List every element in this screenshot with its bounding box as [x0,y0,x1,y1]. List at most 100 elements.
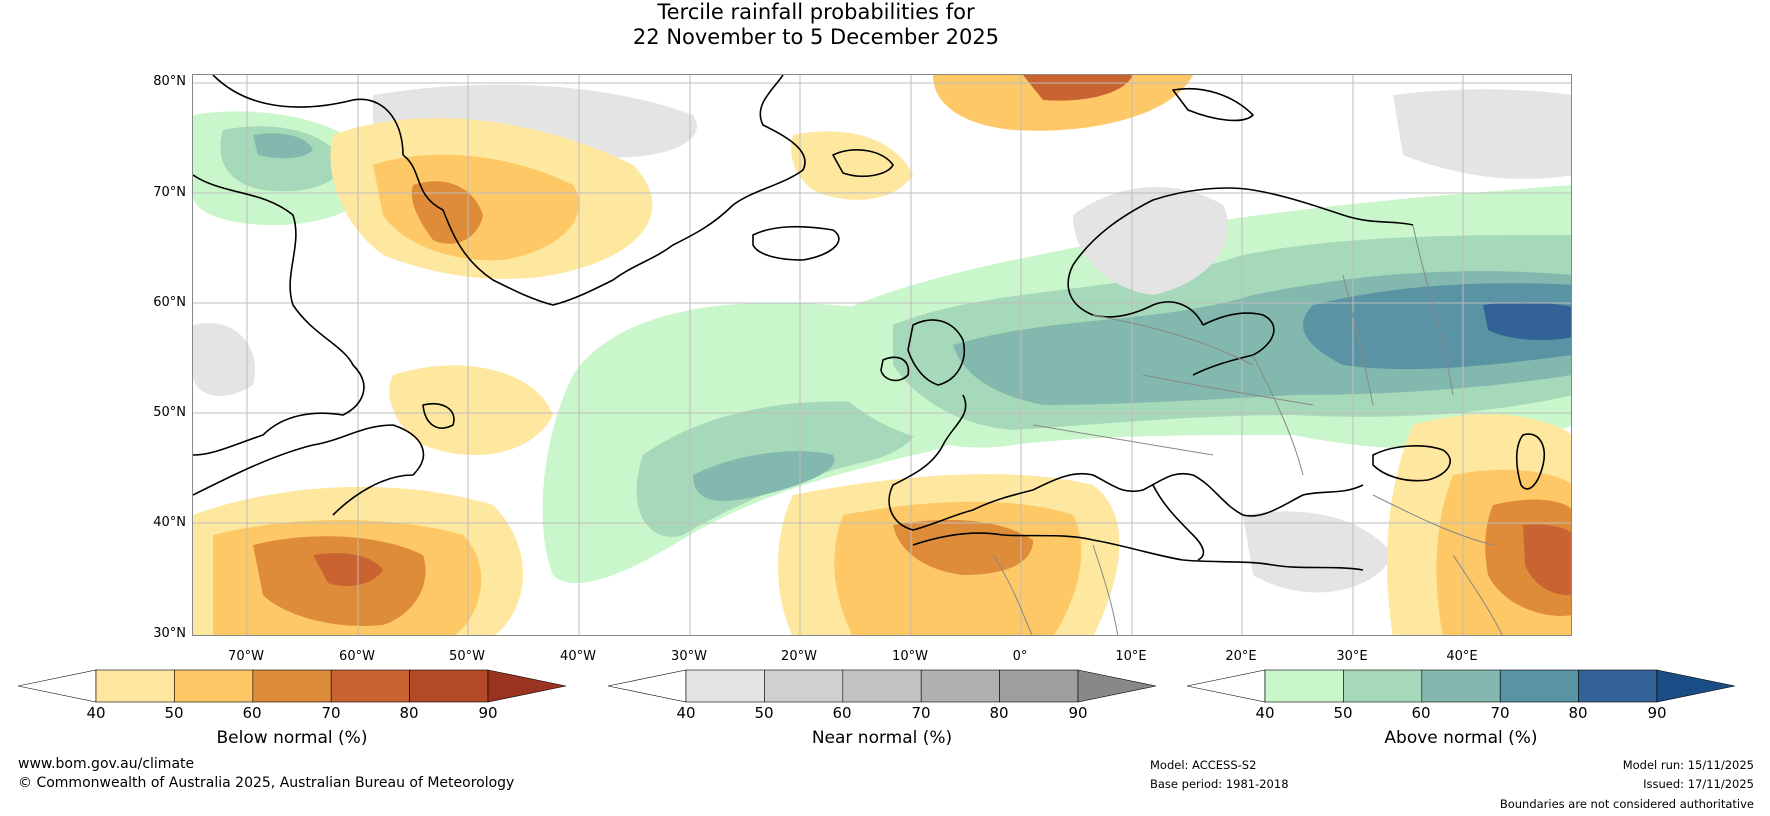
colorbar-near-tick: 40 [676,704,696,722]
colorbar-near-normal: 40 50 60 70 80 90 Near normal (%) [607,668,1157,758]
lon-label-50w: 50°W [449,649,485,664]
colorbar-near-extend-high [1077,669,1157,703]
title-line-2: 22 November to 5 December 2025 [632,25,1000,49]
lon-label-30e: 30°E [1336,649,1368,664]
italy-coast [1152,484,1205,561]
colorbar-near-tick: 50 [754,704,774,722]
lat-label-40n: 40°N [153,515,186,530]
colorbar-below-normal-swatches [17,669,567,703]
lon-label-70w: 70°W [228,649,264,664]
lon-label-20w: 20°W [781,649,817,664]
near-normal-region-east [1393,89,1571,179]
colorbar-above-tick: 40 [1255,704,1275,722]
colorbar-near-tick: 60 [832,704,852,722]
coastlines [193,75,1545,571]
colorbar-near-bin-5 [999,669,1079,703]
below-normal-region-arctic-north [933,75,1193,131]
europe-west-coast [888,394,1034,531]
colorbar-below-tick: 40 [86,704,106,722]
lon-label-60w: 60°W [339,649,375,664]
colorbar-above-normal: 40 50 60 70 80 90 Above normal (%) [1186,668,1736,758]
above-normal-region-atlantic-deep [693,451,835,501]
iceland-coast [752,225,840,261]
issued-date: Issued: 17/11/2025 [1643,777,1754,791]
colorbar-above-extend-high [1656,669,1736,703]
colorbar-above-bin-5 [1578,669,1658,703]
colorbar-below-bin-1 [95,669,175,703]
colorbar-near-tick: 80 [989,704,1009,722]
below-normal-region-middle-east-deep [1523,524,1571,596]
labrador-coast [193,424,425,516]
colorbar-below-tick: 80 [399,704,419,722]
svalbard-coast [832,149,894,177]
colorbar-near-tick: 70 [911,704,931,722]
greenland-coast-north [212,75,404,156]
colorbar-near-tick: 90 [1068,704,1088,722]
country-borders [992,224,1503,635]
below-normal-region-svalbard [791,131,913,200]
colorbar-above-tick: 80 [1568,704,1588,722]
colorbar-near-extend-low [607,669,687,703]
colorbar-above-bin-2 [1343,669,1423,703]
greenland-coast [402,75,806,306]
scandinavia-coast [1072,187,1414,266]
colorbar-below-normal: 40 50 60 70 80 90 Below normal (%) [17,668,567,758]
colorbar-above-tick: 50 [1333,704,1353,722]
colorbar-near-bin-3 [842,669,922,703]
colorbar-below-tick: 60 [242,704,262,722]
lat-label-30n: 30°N [153,626,186,641]
novaya-zemlya-coast [1172,87,1254,122]
above-normal-region-russia-darkest [1483,302,1571,341]
boundaries-disclaimer: Boundaries are not considered authoritat… [1499,797,1754,811]
near-normal-region-med [1243,511,1393,593]
model-run-date: Model run: 15/11/2025 [1622,758,1754,772]
colorbar-below-bin-3 [252,669,332,703]
colorbar-below-tick: 50 [164,704,184,722]
colorbar-above-tick: 70 [1490,704,1510,722]
rainfall-probability-map [192,74,1572,636]
map-canvas [193,75,1571,635]
mediterranean-north-coast [1032,472,1364,517]
lon-label-20e: 20°E [1225,649,1257,664]
lon-label-40w: 40°W [560,649,596,664]
british-isles-coast [907,319,965,386]
model-name: Model: ACCESS-S2 [1150,758,1257,772]
colorbar-near-title: Near normal (%) [811,728,953,748]
africa-north-coast [912,532,1364,571]
caspian-coast [1515,433,1545,490]
colorbar-below-tick: 90 [478,704,498,722]
near-normal-region-scandinavia [1073,186,1229,295]
colorbar-below-extend-high [487,669,567,703]
colorbar-below-title: Below normal (%) [216,728,368,748]
below-normal-region-newfoundland [389,365,553,455]
title-line-1: Tercile rainfall probabilities for [657,0,975,24]
colorbar-below-tick: 70 [321,704,341,722]
graticule [193,75,1571,635]
lat-label-70n: 70°N [153,185,186,200]
lat-label-80n: 80°N [153,74,186,89]
above-normal-region-canada-deep [253,133,313,159]
colorbar-below-extend-low [17,669,97,703]
below-normal-region-greenland-core [411,181,483,244]
colorbar-above-tick: 60 [1411,704,1431,722]
lon-label-10e: 10°E [1115,649,1147,664]
copyright-text: © Commonwealth of Australia 2025, Austra… [18,775,515,791]
norway-coast [1067,264,1204,326]
colorbar-above-title: Above normal (%) [1384,728,1538,748]
lon-label-10w: 10°W [892,649,928,664]
colorbar-above-tick: 90 [1647,704,1667,722]
black-sea-coast [1372,445,1451,482]
colorbar-near-bin-1 [685,669,765,703]
lat-label-60n: 60°N [153,295,186,310]
colorbar-near-normal-swatches [607,669,1157,703]
below-normal-region-atlantic-west-deep [313,553,383,587]
colorbar-above-normal-swatches [1186,669,1736,703]
colorbar-above-extend-low [1186,669,1266,703]
colorbar-near-bin-2 [764,669,844,703]
ireland-coast [880,356,910,382]
map-title: Tercile rainfall probabilities for 22 No… [0,0,1632,50]
website-link[interactable]: www.bom.gov.au/climate [18,756,195,772]
base-period: Base period: 1981-2018 [1150,777,1289,791]
lat-label-50n: 50°N [153,405,186,420]
below-normal-region-arctic-north-core [1023,75,1133,101]
